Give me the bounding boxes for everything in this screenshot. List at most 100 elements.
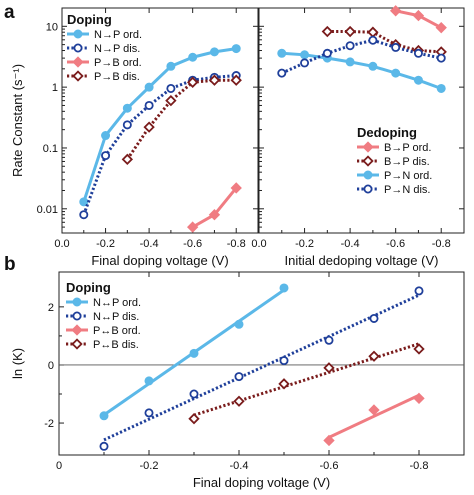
legend-title: Doping — [66, 280, 111, 295]
data-point — [321, 25, 334, 38]
legend-title: Doping — [67, 12, 112, 27]
data-point — [143, 121, 155, 133]
panel-a-left: 0.0 -0.2 -0.4 -0.6 -0.8 0.01 0.1 1 10 Final dopin… — [10, 7, 259, 268]
data-point — [101, 131, 111, 141]
panel-b: 0 -0.2 -0.4 -0.6 -0.8 -2 0 2 Final doping voltag… — [10, 271, 465, 490]
legend-entry: P→B dis. — [67, 70, 140, 83]
x-tick-label: -0.8 — [227, 238, 246, 250]
data-point — [188, 413, 200, 425]
data-point — [188, 52, 198, 62]
legend-marker — [362, 155, 374, 167]
x-tick-label: -0.8 — [432, 238, 451, 250]
x-tick-label: -0.2 — [96, 238, 115, 250]
y-tick-label: 0.1 — [43, 143, 58, 155]
data-point — [209, 47, 219, 57]
data-point — [412, 9, 425, 22]
series-1 — [321, 25, 447, 58]
data-point — [435, 21, 447, 34]
legend-entry: P↔B dis. — [66, 338, 139, 351]
legend-entry: B→P ord. — [357, 141, 432, 154]
series-line — [281, 38, 442, 75]
legend-marker — [72, 297, 82, 307]
data-point — [121, 153, 134, 166]
legend-entry: N→P ord. — [67, 29, 142, 41]
data-point — [389, 5, 402, 17]
legend-entry: P→B ord. — [67, 56, 142, 69]
legend-marker — [363, 184, 373, 194]
panel-a-right: 0.0 -0.2 -0.4 -0.6 -0.8 Initial dedoping volt… — [251, 5, 465, 268]
legend-entry: N→P dis. — [67, 43, 140, 55]
legend-marker — [72, 70, 84, 82]
data-point — [234, 372, 244, 382]
series-0 — [389, 5, 447, 34]
panel-label-b: b — [4, 254, 16, 275]
data-point — [144, 376, 154, 386]
series-3 — [121, 74, 242, 166]
data-point — [368, 350, 380, 362]
data-point — [231, 44, 241, 54]
x-tick-label: 0.0 — [54, 238, 69, 250]
data-point — [144, 82, 154, 92]
data-point — [345, 57, 355, 67]
legend-entry: P→N ord. — [357, 170, 432, 182]
legend-label: P→N ord. — [384, 170, 432, 182]
x-tick-label: 0.0 — [251, 238, 266, 250]
data-point — [101, 151, 111, 161]
series-2 — [277, 48, 446, 93]
panel-label-a: a — [4, 2, 15, 23]
y-tick-label: 10 — [46, 21, 58, 33]
data-point — [391, 68, 401, 78]
series-2 — [323, 392, 425, 447]
x-tick-label: -0.2 — [295, 238, 314, 250]
series-3 — [188, 342, 425, 425]
data-point — [414, 286, 424, 296]
legend-label: P→B dis. — [94, 71, 140, 83]
legend-label: N↔P dis. — [93, 311, 139, 323]
data-point — [368, 35, 378, 45]
legend-title: Dedoping — [357, 125, 417, 140]
y-tick-label: 0 — [48, 360, 54, 372]
data-point — [186, 221, 199, 233]
data-point — [413, 75, 423, 85]
legend-marker — [71, 338, 83, 350]
data-point — [413, 392, 425, 405]
fit-line — [103, 293, 420, 442]
data-point — [166, 61, 176, 71]
series-3 — [277, 35, 446, 78]
data-point — [234, 319, 244, 329]
data-point — [230, 74, 242, 86]
data-point — [186, 76, 199, 88]
x-tick-label: 0 — [56, 460, 62, 472]
data-point — [391, 42, 401, 52]
data-point — [233, 395, 245, 407]
data-point — [189, 389, 199, 399]
x-axis-label: Final doping voltage (V) — [193, 475, 330, 490]
x-tick-label: -0.4 — [230, 460, 249, 472]
x-tick-label: -0.6 — [183, 238, 202, 250]
legend-marker — [72, 311, 82, 321]
y-axis-label: ln (K) — [10, 348, 25, 379]
y-tick-label: 0.01 — [37, 204, 58, 216]
data-point — [277, 68, 287, 78]
data-point — [144, 100, 154, 110]
legend-marker — [362, 141, 374, 153]
legend-label: P→N dis. — [384, 184, 430, 196]
x-tick-label: -0.6 — [320, 460, 339, 472]
legend-entry: P↔B ord. — [66, 324, 141, 337]
data-point — [99, 411, 109, 421]
data-point — [166, 83, 176, 93]
data-point — [300, 50, 310, 60]
x-tick-label: -0.4 — [140, 238, 159, 250]
data-point — [277, 48, 287, 58]
x-axis-label: Initial dedoping voltage (V) — [285, 253, 439, 268]
data-point — [208, 74, 221, 86]
data-point — [189, 348, 199, 358]
legend-label: N↔P ord. — [93, 297, 141, 309]
plot-frame — [61, 7, 259, 234]
x-tick-label: -0.4 — [341, 238, 360, 250]
legend-label: N→P dis. — [94, 43, 140, 55]
data-point — [324, 335, 334, 345]
plot-frame — [58, 271, 465, 456]
data-point — [99, 441, 109, 451]
legend-label: B→P dis. — [384, 156, 430, 168]
